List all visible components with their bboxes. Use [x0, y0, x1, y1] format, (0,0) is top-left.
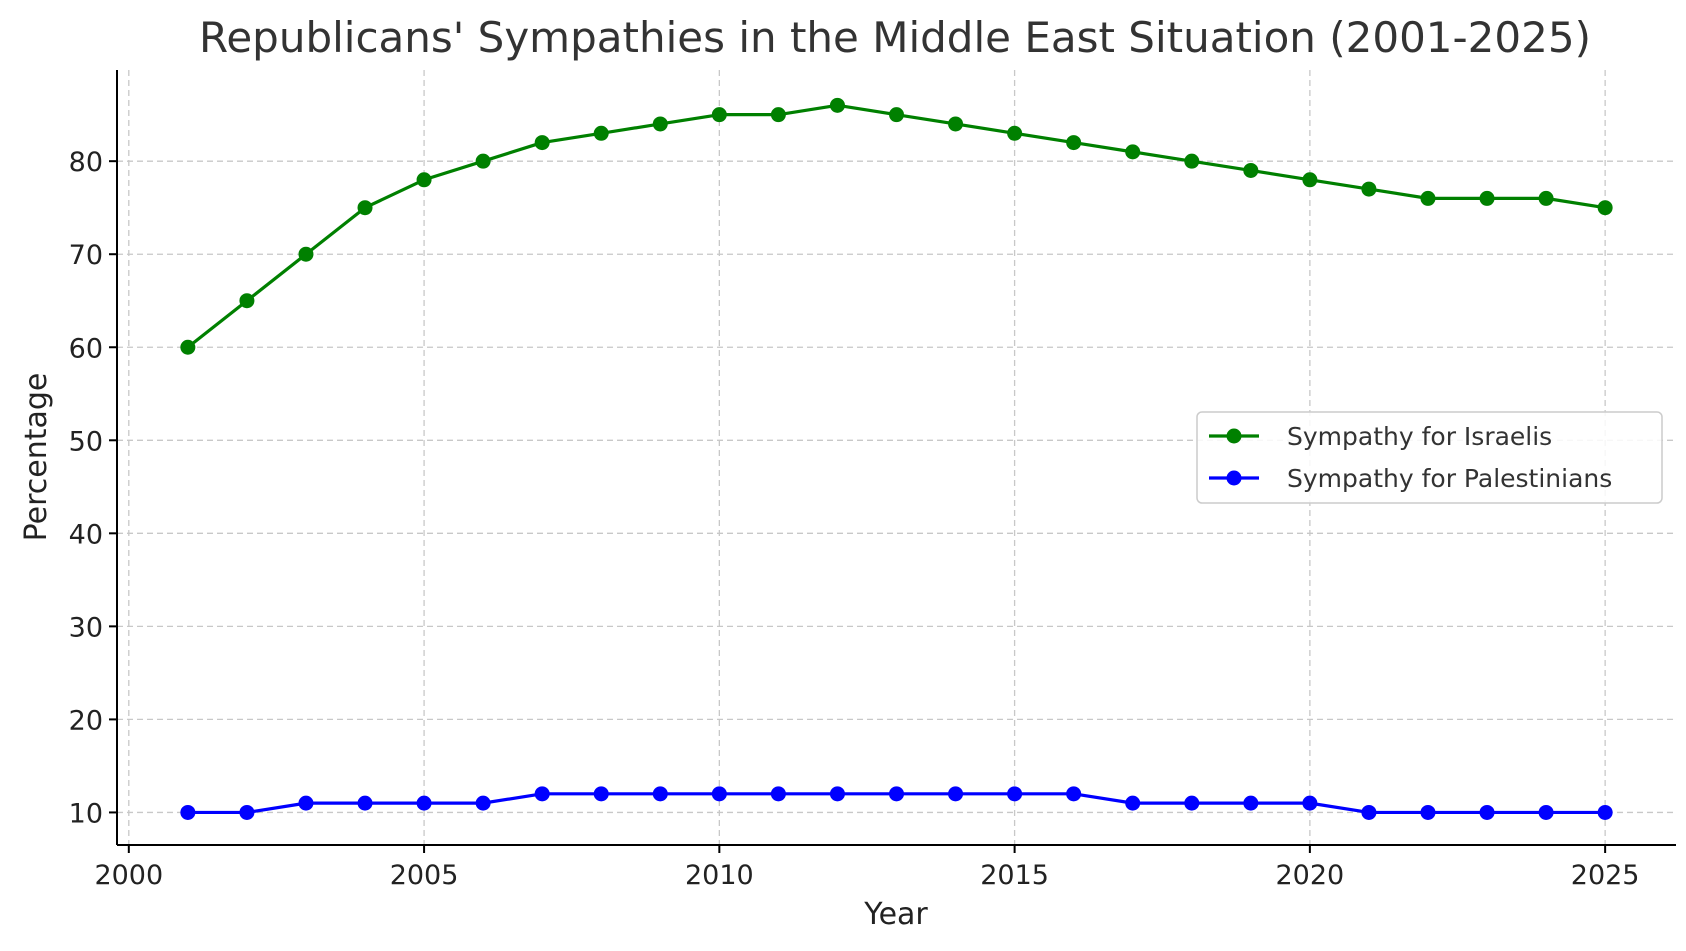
data-point [593, 125, 609, 141]
data-point [948, 116, 964, 132]
y-tick-label: 50 [69, 426, 103, 457]
data-point [1597, 804, 1613, 820]
data-point [1420, 190, 1436, 206]
legend-marker [1226, 428, 1242, 444]
data-point [829, 97, 845, 113]
data-point [1420, 804, 1436, 820]
y-axis-label: Percentage [19, 373, 54, 542]
data-point [1066, 786, 1082, 802]
data-point [948, 786, 964, 802]
legend-label: Sympathy for Israelis [1287, 422, 1552, 451]
data-point [1538, 190, 1554, 206]
data-point [1007, 125, 1023, 141]
data-point [357, 795, 373, 811]
series-layer [180, 97, 1613, 820]
legend-marker [1226, 470, 1242, 486]
data-point [180, 339, 196, 355]
x-tick-label: 2005 [390, 860, 459, 891]
data-point [298, 795, 314, 811]
data-point [711, 786, 727, 802]
data-point [1184, 153, 1200, 169]
x-tick-label: 2010 [685, 860, 754, 891]
data-point [770, 786, 786, 802]
data-point [1302, 172, 1318, 188]
y-tick-label: 10 [69, 798, 103, 829]
series-line-0 [186, 103, 1607, 349]
x-tick-label: 2020 [1276, 860, 1345, 891]
data-point [593, 786, 609, 802]
data-point [1302, 795, 1318, 811]
data-point [534, 135, 550, 151]
data-point [1243, 795, 1259, 811]
legend-box [1196, 411, 1663, 504]
data-point [1243, 162, 1259, 178]
y-tick-label: 80 [69, 147, 103, 178]
x-tick-label: 2000 [94, 860, 163, 891]
data-point [652, 116, 668, 132]
data-point [239, 804, 255, 820]
data-point [770, 107, 786, 123]
data-point [1007, 786, 1023, 802]
axes [116, 70, 1676, 846]
data-point [1066, 135, 1082, 151]
x-tick-label: 2015 [980, 860, 1049, 891]
grid [117, 70, 1676, 845]
data-point [711, 107, 727, 123]
data-point [475, 795, 491, 811]
data-point [534, 786, 550, 802]
data-point [239, 293, 255, 309]
y-tick-label: 40 [69, 519, 103, 550]
data-point [1125, 144, 1141, 160]
x-tick-label: 2025 [1571, 860, 1640, 891]
legend: Sympathy for Israelis Sympathy for Palest… [1196, 411, 1663, 504]
data-point [1479, 190, 1495, 206]
chart-title: Republicans' Sympathies in the Middle Ea… [199, 13, 1591, 62]
data-point [1597, 200, 1613, 216]
data-point [889, 786, 904, 802]
x-ticks: 2000 2005 2010 2015 2020 2025 [94, 845, 1639, 891]
data-point [416, 795, 432, 811]
data-point [1361, 804, 1377, 820]
legend-entries: Sympathy for Israelis Sympathy for Palest… [1209, 422, 1612, 493]
data-point [416, 172, 432, 188]
data-point [652, 786, 668, 802]
data-point [298, 246, 314, 262]
y-tick-label: 20 [69, 705, 103, 736]
legend-label: Sympathy for Palestinians [1287, 464, 1612, 493]
data-point [1125, 795, 1141, 811]
y-tick-label: 30 [69, 612, 103, 643]
data-point [829, 786, 845, 802]
data-point [180, 804, 196, 820]
data-point [475, 153, 491, 169]
data-point [1538, 804, 1554, 820]
y-tick-label: 70 [69, 240, 103, 271]
y-tick-label: 60 [69, 333, 103, 364]
data-point [357, 200, 373, 216]
x-axis-label: Year [863, 897, 928, 932]
data-point [1479, 804, 1495, 820]
data-point [1184, 795, 1200, 811]
y-ticks: 10 20 30 40 50 60 70 80 [69, 147, 117, 829]
data-point [889, 107, 904, 123]
data-point [1361, 181, 1377, 197]
